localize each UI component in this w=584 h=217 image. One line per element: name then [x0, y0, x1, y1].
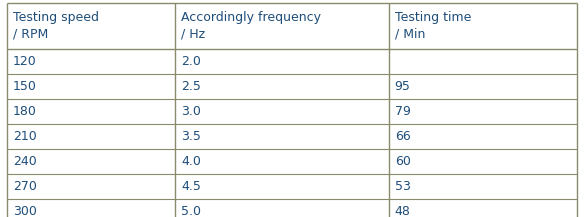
Text: 300: 300	[13, 205, 37, 217]
Text: 270: 270	[13, 180, 37, 192]
Text: 5.0: 5.0	[181, 205, 201, 217]
Text: 66: 66	[395, 130, 411, 143]
Text: 3.0: 3.0	[181, 105, 201, 118]
Text: 2.5: 2.5	[181, 80, 201, 93]
Text: 150: 150	[13, 80, 37, 93]
Text: 79: 79	[395, 105, 411, 118]
Text: 4.5: 4.5	[181, 180, 201, 192]
Text: 120: 120	[13, 55, 37, 68]
Text: Testing speed
/ RPM: Testing speed / RPM	[13, 11, 99, 41]
Text: 60: 60	[395, 155, 411, 168]
Text: 48: 48	[395, 205, 411, 217]
Text: 2.0: 2.0	[181, 55, 201, 68]
Text: Testing time
/ Min: Testing time / Min	[395, 11, 471, 41]
Text: 180: 180	[13, 105, 37, 118]
Text: 240: 240	[13, 155, 37, 168]
Text: 4.0: 4.0	[181, 155, 201, 168]
Text: Accordingly frequency
/ Hz: Accordingly frequency / Hz	[181, 11, 321, 41]
Text: 210: 210	[13, 130, 37, 143]
Text: 95: 95	[395, 80, 411, 93]
Text: 3.5: 3.5	[181, 130, 201, 143]
Text: 53: 53	[395, 180, 411, 192]
